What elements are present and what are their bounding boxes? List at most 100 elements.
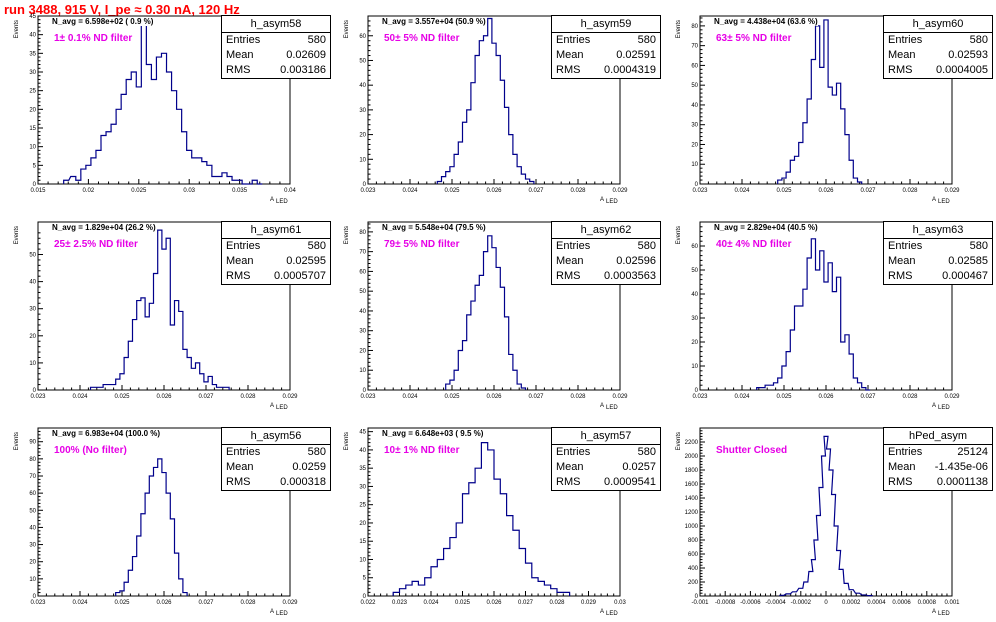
y-tick-label: 10 xyxy=(691,162,698,168)
y-tick-label: 25 xyxy=(29,89,36,95)
y-axis-label: Events xyxy=(344,226,350,244)
y-tick-label: 80 xyxy=(691,24,698,30)
y-tick-label: 35 xyxy=(359,466,366,472)
y-tick-label: 1000 xyxy=(685,524,699,530)
x-tick-label: 0.023 xyxy=(692,394,708,400)
x-tick-label: 0.025 xyxy=(114,600,130,606)
y-tick-label: 70 xyxy=(691,44,698,50)
y-axis-label: Events xyxy=(14,20,20,38)
x-axis-label: A xyxy=(270,403,274,409)
stats-label: Mean xyxy=(556,49,584,61)
x-axis-label-subscript: LED xyxy=(276,611,288,617)
stats-label: Mean xyxy=(556,461,584,473)
stats-label: RMS xyxy=(556,476,581,488)
x-axis-label-subscript: LED xyxy=(938,611,950,617)
stats-label: RMS xyxy=(226,64,251,76)
n-avg-label: N_avg = 5.548e+04 (79.5 %) xyxy=(382,223,486,232)
histogram-name: h_asym58 xyxy=(222,16,330,33)
x-tick-label: 0.024 xyxy=(423,600,439,606)
y-tick-label: 10 xyxy=(359,157,366,163)
histogram-name: h_asym59 xyxy=(552,16,660,33)
y-tick-label: 50 xyxy=(359,289,366,295)
x-axis-label: A xyxy=(600,609,604,615)
x-tick-label: 0.027 xyxy=(198,600,214,606)
stats-box: h_asym60 Entries 580 Mean 0.02593 RMS 0.000400… xyxy=(883,15,993,79)
stats-value: 0.02591 xyxy=(616,49,656,61)
stats-value: 580 xyxy=(637,446,656,458)
y-tick-label: 30 xyxy=(29,307,36,313)
y-tick-label: 20 xyxy=(691,142,698,148)
x-tick-label: 0.024 xyxy=(734,188,750,194)
stats-label: Entries xyxy=(888,34,923,46)
filter-annotation: 50± 5% ND filter xyxy=(384,33,460,44)
stats-label: Entries xyxy=(888,240,923,252)
x-tick-label: 0.026 xyxy=(486,600,502,606)
n-avg-label: N_avg = 6.983e+04 (100.0 %) xyxy=(52,429,161,438)
stats-row-mean: Mean -1.435e-06 xyxy=(884,460,992,475)
x-tick-label: 0.023 xyxy=(30,394,46,400)
x-tick-label: 0.024 xyxy=(72,394,88,400)
stats-row-rms: RMS 0.000467 xyxy=(884,269,992,284)
stats-box: h_asym59 Entries 580 Mean 0.02591 RMS 0.000431… xyxy=(551,15,661,79)
y-tick-label: 90 xyxy=(29,440,36,446)
stats-label: Mean xyxy=(556,255,584,267)
stats-value: 0.000318 xyxy=(280,476,326,488)
y-tick-label: 40 xyxy=(29,280,36,286)
y-tick-label: 10 xyxy=(29,145,36,151)
y-tick-label: 600 xyxy=(688,552,699,558)
y-tick-label: 20 xyxy=(691,340,698,346)
y-tick-label: 60 xyxy=(359,34,366,40)
y-tick-label: 40 xyxy=(691,292,698,298)
histogram-line xyxy=(779,435,873,597)
y-tick-label: 800 xyxy=(688,538,699,544)
y-tick-label: 0 xyxy=(363,594,367,600)
stats-value: 0.02609 xyxy=(286,49,326,61)
stats-value: 0.000467 xyxy=(942,270,988,282)
x-tick-label: 0.027 xyxy=(860,394,876,400)
stats-row-mean: Mean 0.02609 xyxy=(222,48,330,63)
x-tick-label: 0.025 xyxy=(131,188,147,194)
x-axis-label: A xyxy=(270,609,274,615)
x-tick-label: 0.028 xyxy=(240,394,256,400)
x-tick-label: 0.015 xyxy=(30,188,46,194)
y-tick-label: 0 xyxy=(33,594,37,600)
stats-row-mean: Mean 0.0257 xyxy=(552,460,660,475)
stats-value: 0.02595 xyxy=(286,255,326,267)
stats-row-entries: Entries 580 xyxy=(222,33,330,48)
y-tick-label: 40 xyxy=(691,103,698,109)
x-tick-label: 0.028 xyxy=(549,600,565,606)
stats-label: Entries xyxy=(226,446,261,458)
histogram-line xyxy=(777,19,863,184)
stats-box: h_asym63 Entries 580 Mean 0.02585 RMS 0.000467 xyxy=(883,221,993,285)
stats-value: 580 xyxy=(307,240,326,252)
x-tick-label: 0.026 xyxy=(486,394,502,400)
stats-label: Mean xyxy=(888,461,916,473)
histogram-name: hPed_asym xyxy=(884,428,992,445)
y-tick-label: 50 xyxy=(29,508,36,514)
page-title: run 3488, 915 V, I_pe ≈ 0.30 nA, 120 Hz xyxy=(4,2,240,17)
x-tick-label: 0.023 xyxy=(360,188,376,194)
x-tick-label: 0.024 xyxy=(402,188,418,194)
y-tick-label: 1600 xyxy=(685,482,699,488)
x-axis-label: A xyxy=(932,197,936,203)
y-tick-label: 200 xyxy=(688,580,699,586)
y-tick-label: 0 xyxy=(363,388,367,394)
stats-box: h_asym62 Entries 580 Mean 0.02596 RMS 0.000356… xyxy=(551,221,661,285)
y-tick-label: 1200 xyxy=(685,510,699,516)
x-axis-label-subscript: LED xyxy=(276,199,288,205)
y-axis-label: Events xyxy=(14,432,20,450)
y-tick-label: 40 xyxy=(359,448,366,454)
stats-row-entries: Entries 580 xyxy=(222,239,330,254)
y-tick-label: 60 xyxy=(691,63,698,69)
histogram-line xyxy=(89,229,230,390)
n-avg-label: N_avg = 1.829e+04 (26.2 %) xyxy=(52,223,156,232)
x-tick-label: 0.027 xyxy=(860,188,876,194)
stats-label: Entries xyxy=(556,240,591,252)
stats-row-rms: RMS 0.0004005 xyxy=(884,63,992,78)
y-tick-label: 0 xyxy=(695,594,699,600)
x-tick-label: 0.025 xyxy=(444,188,460,194)
stats-label: Entries xyxy=(556,446,591,458)
y-tick-label: 0 xyxy=(33,388,37,394)
filter-annotation: 63± 5% ND filter xyxy=(716,33,792,44)
histogram-name: h_asym56 xyxy=(222,428,330,445)
